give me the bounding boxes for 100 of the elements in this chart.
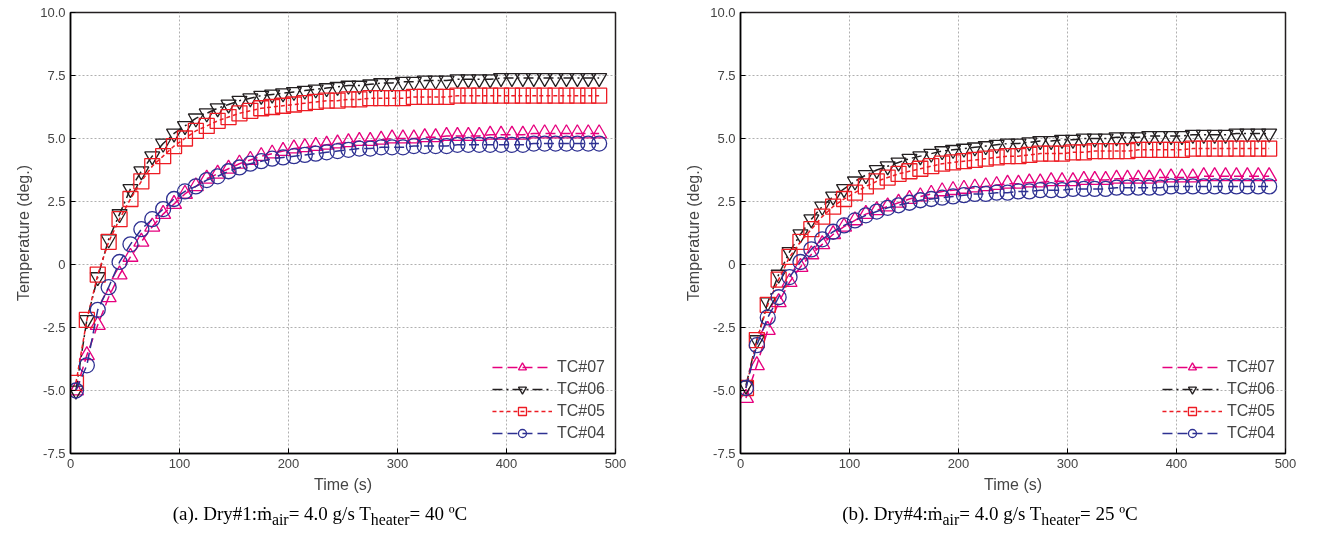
x-tick-label: 500 [1274, 455, 1297, 471]
point [547, 135, 564, 152]
point [792, 257, 809, 272]
point [460, 136, 477, 153]
point [944, 144, 962, 160]
legend-label: TC#06 [1226, 380, 1275, 398]
point [1032, 182, 1049, 199]
point [1021, 137, 1038, 152]
point [427, 137, 444, 155]
point [394, 90, 412, 107]
point [934, 146, 951, 161]
point [1162, 178, 1180, 195]
point [1075, 133, 1092, 148]
point [318, 92, 335, 109]
point [307, 136, 324, 152]
point [471, 136, 488, 153]
point [569, 87, 586, 104]
point [122, 247, 139, 262]
text: (a). Dry#1:ṁ$_{air}$= 4.0 g/s T$_{heater}$= 40 ºC [172, 502, 468, 530]
point [122, 190, 139, 208]
point [438, 137, 455, 155]
point [781, 272, 798, 288]
point [253, 100, 270, 117]
point [558, 124, 575, 139]
point [1130, 179, 1147, 196]
point [1043, 145, 1060, 162]
x-axis-title: Time (s) [313, 475, 373, 493]
point [857, 170, 874, 185]
point [1097, 180, 1114, 198]
point [383, 90, 401, 107]
point [923, 158, 940, 175]
point [988, 139, 1005, 155]
point [1119, 142, 1136, 160]
point [1261, 128, 1278, 143]
point [111, 253, 128, 271]
point [901, 194, 918, 211]
point [296, 138, 313, 153]
point [868, 203, 885, 220]
point [1032, 145, 1049, 162]
point [416, 88, 433, 106]
point [209, 112, 226, 130]
point [111, 210, 128, 228]
y-axis-title: Temperature (deg.) [685, 164, 703, 302]
point [580, 135, 597, 152]
point [165, 137, 183, 155]
point [1162, 141, 1180, 158]
point [329, 92, 346, 109]
point [1184, 178, 1201, 195]
point [285, 96, 303, 113]
point [569, 135, 586, 152]
point [122, 236, 139, 253]
point [1075, 144, 1092, 161]
point [198, 117, 215, 135]
point [394, 129, 412, 144]
point [1239, 178, 1256, 195]
point [155, 200, 172, 218]
point [253, 146, 270, 162]
point [1053, 145, 1071, 162]
point [220, 159, 237, 174]
point [329, 134, 346, 149]
point [1010, 147, 1027, 165]
point [955, 153, 973, 170]
point [1032, 136, 1049, 151]
point [999, 147, 1016, 165]
point [100, 279, 117, 296]
point [591, 135, 608, 152]
point [1130, 141, 1147, 158]
point [220, 99, 237, 114]
y-tick-label: 0 [728, 257, 736, 272]
point [492, 136, 510, 153]
point [966, 142, 983, 157]
point [351, 140, 368, 157]
point [133, 173, 150, 190]
point [955, 187, 973, 204]
point [144, 217, 161, 232]
point [438, 88, 455, 106]
point [814, 201, 831, 216]
point [274, 149, 292, 166]
y-tick-label: -7.5 [43, 446, 66, 461]
point [514, 87, 531, 104]
point [901, 153, 918, 168]
point [427, 88, 444, 106]
point [78, 345, 95, 361]
point [460, 74, 477, 89]
point [1108, 142, 1125, 160]
point [934, 155, 951, 172]
x-tick-label: 400 [495, 455, 518, 471]
point [857, 207, 874, 224]
point [814, 208, 831, 225]
x-axis-title: Time (s) [983, 475, 1043, 493]
point [868, 201, 885, 216]
x-tick-label: 500 [604, 455, 627, 471]
point [591, 87, 608, 104]
point [176, 130, 194, 147]
point [329, 81, 346, 97]
point [901, 163, 918, 180]
point [1206, 140, 1223, 157]
point [89, 301, 106, 318]
point [1195, 178, 1212, 195]
point [165, 190, 183, 208]
